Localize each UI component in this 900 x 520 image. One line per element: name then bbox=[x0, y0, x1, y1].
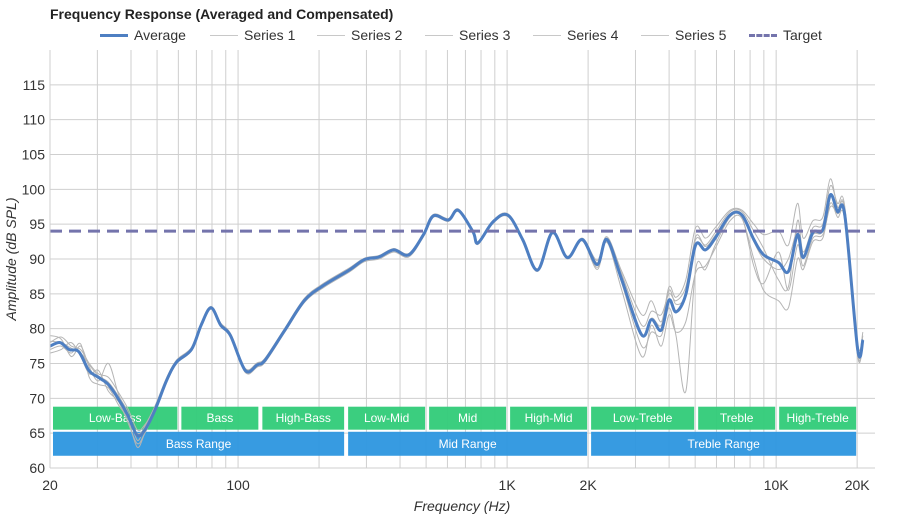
legend-label: Series 3 bbox=[459, 27, 511, 43]
band-low-treble bbox=[591, 406, 695, 430]
legend-swatch-series-4 bbox=[533, 34, 561, 36]
x-tick-label: 2K bbox=[580, 477, 598, 493]
legend-item-series-5[interactable]: Series 5 bbox=[641, 27, 726, 43]
x-axis-title: Frequency (Hz) bbox=[414, 498, 510, 514]
series-line-average bbox=[49, 193, 865, 438]
range-bands: Low-Bass Bass High-Bass Low-Mid Mid High-Mid L… bbox=[53, 406, 857, 456]
legend-swatch-series-5 bbox=[641, 34, 669, 36]
band-label: High-Mid bbox=[525, 411, 573, 425]
y-tick-label: 105 bbox=[22, 147, 46, 163]
series-line-series-1 bbox=[49, 178, 864, 441]
x-tick-label: 20K bbox=[845, 477, 871, 493]
legend-label: Series 4 bbox=[567, 27, 619, 43]
legend-swatch-series-2 bbox=[317, 34, 345, 36]
chart-title: Frequency Response (Averaged and Compens… bbox=[50, 6, 394, 22]
grid bbox=[50, 50, 875, 468]
legend-swatch-target bbox=[749, 33, 777, 37]
legend-label: Series 1 bbox=[244, 27, 296, 43]
band-label: Mid bbox=[458, 411, 477, 425]
band-bass bbox=[181, 406, 259, 430]
x-tick-label: 10K bbox=[764, 477, 790, 493]
band-label: Mid Range bbox=[439, 437, 497, 451]
legend-item-series-2[interactable]: Series 2 bbox=[317, 27, 402, 43]
series-lines bbox=[49, 178, 875, 448]
legend: Average Series 1 Series 2 Series 3 Serie… bbox=[0, 27, 900, 45]
band-label: Low-Treble bbox=[613, 411, 673, 425]
axes: 60 65 70 75 80 85 90 95 100 105 110 115 20 100 1K 2K 10K… bbox=[22, 50, 875, 493]
legend-swatch-series-1 bbox=[210, 34, 238, 36]
y-tick-label: 110 bbox=[23, 112, 46, 128]
y-tick-label: 95 bbox=[29, 216, 45, 232]
y-tick-label: 75 bbox=[29, 356, 45, 372]
band-label: High-Bass bbox=[276, 411, 331, 425]
y-tick-label: 85 bbox=[29, 286, 45, 302]
legend-swatch-average bbox=[100, 33, 128, 37]
legend-label: Series 2 bbox=[351, 27, 403, 43]
band-label: Treble Range bbox=[687, 437, 760, 451]
y-tick-label: 70 bbox=[29, 390, 45, 406]
legend-label: Average bbox=[134, 27, 186, 43]
band-treble bbox=[698, 406, 776, 430]
band-mid-range bbox=[348, 431, 588, 456]
y-tick-label: 60 bbox=[29, 460, 45, 476]
band-bass-range bbox=[53, 431, 345, 456]
legend-label: Series 5 bbox=[675, 27, 727, 43]
y-tick-label: 100 bbox=[22, 181, 46, 197]
legend-swatch-series-3 bbox=[425, 34, 453, 36]
band-label: Treble bbox=[720, 411, 754, 425]
series-line-series-3 bbox=[49, 184, 864, 432]
band-low-mid bbox=[348, 406, 426, 430]
band-high-bass bbox=[262, 406, 345, 430]
band-label: Low-Mid bbox=[364, 411, 409, 425]
x-tick-label: 100 bbox=[226, 477, 250, 493]
legend-item-series-3[interactable]: Series 3 bbox=[425, 27, 510, 43]
band-mid bbox=[429, 406, 507, 430]
legend-item-target[interactable]: Target bbox=[749, 27, 822, 43]
legend-item-series-4[interactable]: Series 4 bbox=[533, 27, 618, 43]
legend-item-average[interactable]: Average bbox=[100, 27, 186, 43]
band-high-mid bbox=[510, 406, 588, 430]
y-tick-label: 115 bbox=[23, 77, 46, 93]
band-high-treble bbox=[779, 406, 857, 430]
band-label: High-Treble bbox=[787, 411, 850, 425]
x-tick-label: 1K bbox=[499, 477, 517, 493]
y-tick-label: 90 bbox=[29, 251, 45, 267]
y-tick-label: 65 bbox=[29, 425, 45, 441]
legend-item-series-1[interactable]: Series 1 bbox=[210, 27, 295, 43]
band-treble-range bbox=[591, 431, 857, 456]
band-label: Bass bbox=[207, 411, 234, 425]
y-tick-label: 80 bbox=[29, 321, 45, 337]
x-tick-label: 20 bbox=[42, 477, 58, 493]
band-label: Bass Range bbox=[166, 437, 232, 451]
legend-label: Target bbox=[783, 27, 822, 43]
y-axis-title: Amplitude (dB SPL) bbox=[3, 198, 19, 322]
